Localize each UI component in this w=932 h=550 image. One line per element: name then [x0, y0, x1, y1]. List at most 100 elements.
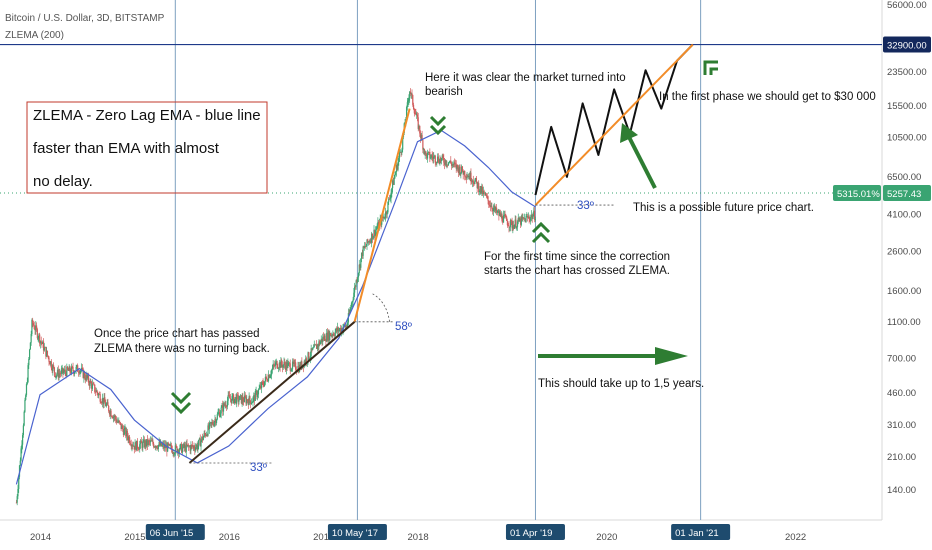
candle-body	[454, 162, 456, 164]
candle-body	[333, 335, 336, 337]
candle-body	[118, 420, 120, 423]
candle-body	[32, 323, 35, 326]
candle-body	[151, 440, 153, 442]
candle-body	[41, 342, 43, 344]
candle-body	[251, 402, 253, 404]
candle-body	[282, 364, 284, 368]
candle-body	[331, 335, 333, 336]
percent-change-pill-bg	[833, 185, 881, 201]
candle-body	[194, 448, 196, 451]
candle-body	[318, 341, 320, 347]
box-line-2: faster than EMA with almost	[33, 140, 220, 157]
date-marker-pill-bg	[145, 524, 205, 540]
candle-body	[149, 440, 152, 443]
candle-body	[323, 335, 325, 340]
candle-body	[420, 134, 422, 138]
candle-body	[111, 416, 114, 419]
candle-body	[170, 445, 173, 450]
candle-body	[464, 171, 466, 177]
angle-label-2015: 33º	[250, 462, 268, 474]
candle-body	[411, 93, 413, 96]
candle-body	[39, 334, 41, 344]
candle-body	[326, 332, 329, 341]
candle-body	[494, 206, 496, 211]
candle-body	[51, 368, 53, 371]
date-marker-pill-bg	[505, 524, 565, 540]
candle-body	[520, 218, 522, 225]
candle-body	[78, 372, 80, 374]
candle-body	[357, 277, 359, 282]
candle-body	[50, 361, 52, 369]
candle-body	[478, 183, 480, 193]
candle-body	[194, 447, 197, 451]
candle-body	[39, 340, 42, 344]
candle-body	[89, 380, 91, 386]
candle-body	[143, 439, 145, 448]
candle-body	[526, 216, 529, 218]
candle-body	[289, 363, 291, 371]
candle-body	[98, 393, 100, 396]
candle-body	[233, 398, 235, 404]
price-axis[interactable]: 56000.00 23500.00 15500.00 10500.00 6500.00 4…	[887, 0, 927, 496]
candle-body	[46, 350, 48, 357]
angle-label-2017: 58º	[395, 321, 413, 333]
candle-body	[280, 360, 282, 368]
candle-body	[144, 440, 146, 448]
candle-body	[475, 177, 477, 182]
candle-body	[267, 380, 269, 382]
indicator-label[interactable]: ZLEMA (200)	[5, 30, 64, 41]
candle-body	[181, 447, 184, 453]
candle-body	[108, 405, 110, 412]
candle-body	[160, 441, 163, 447]
candle-body	[92, 383, 94, 385]
candle-body	[437, 156, 439, 163]
candle-body	[143, 439, 145, 442]
candle-body	[177, 449, 180, 454]
candle-body	[395, 165, 398, 172]
candle-body	[190, 444, 192, 451]
price-tick: 1600.00	[887, 286, 921, 297]
candle-body	[283, 362, 285, 365]
candle-body	[42, 341, 45, 351]
candle-body	[457, 164, 459, 168]
candle-body	[105, 404, 107, 407]
candle-body	[367, 241, 370, 243]
candle-body	[19, 460, 21, 466]
candle-body	[17, 488, 19, 497]
candle-body	[97, 392, 99, 396]
price-tick: 310.00	[887, 420, 916, 431]
candle-body	[229, 398, 232, 400]
candle-body	[340, 328, 342, 333]
candle-body	[127, 436, 129, 441]
candle-body	[159, 442, 161, 446]
candle-body	[261, 382, 263, 383]
candle-body	[138, 449, 140, 450]
candle-body	[467, 176, 469, 178]
price-tick: 1100.00	[887, 317, 921, 328]
candle-body	[54, 372, 56, 378]
candle-body	[523, 217, 525, 219]
candle-body	[316, 344, 318, 349]
candle-body	[125, 427, 127, 437]
percent-change-pill: 5315.01%	[837, 189, 880, 200]
candle-body	[392, 180, 394, 185]
candle-body	[219, 412, 221, 417]
candle-body	[492, 208, 495, 212]
candle-body	[516, 226, 518, 229]
candle-body	[245, 397, 247, 404]
candle-body	[128, 437, 130, 441]
candle-body	[198, 439, 200, 446]
candle-body	[371, 233, 373, 243]
candle-body	[449, 160, 451, 163]
date-marker-pill-bg	[327, 524, 387, 540]
candle-body	[188, 446, 190, 448]
candle-body	[80, 370, 82, 372]
candle-body	[53, 367, 56, 373]
candle-body	[243, 401, 245, 403]
candle-body	[366, 239, 368, 246]
candle-body	[459, 166, 461, 175]
candle-body	[489, 205, 491, 207]
candle-body	[64, 369, 66, 373]
candle-body	[284, 362, 286, 366]
